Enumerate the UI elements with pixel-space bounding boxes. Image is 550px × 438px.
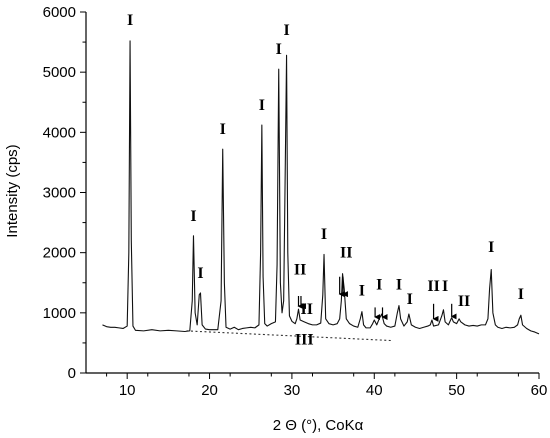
phase-label: III <box>295 332 314 349</box>
x-tick-label: 10 <box>119 382 136 399</box>
phase-label: I <box>190 208 196 225</box>
axes <box>85 12 539 374</box>
phase-label: I <box>407 291 413 308</box>
x-tick-label: 30 <box>284 382 301 399</box>
phase-label: II <box>458 293 470 310</box>
ticks: 10 20 30 40 50 60 0 1000 2000 3000 4000 5000 6000 <box>43 4 548 399</box>
phase-label: II <box>301 301 313 318</box>
y-tick-label: 4000 <box>43 124 76 141</box>
phase-label: I <box>283 22 289 39</box>
y-tick-label: 6000 <box>43 4 76 21</box>
phase-label: I <box>518 286 524 303</box>
phase-label: I <box>197 265 203 282</box>
phase-label: I <box>359 282 365 299</box>
phase-label: I <box>259 97 265 114</box>
x-tick-label: 40 <box>366 382 383 399</box>
y-tick-label: 1000 <box>43 305 76 322</box>
x-axis-title: 2 Θ (°), CoKα <box>273 417 364 434</box>
phase-label: II <box>294 261 306 278</box>
phase-label: I <box>220 121 226 138</box>
x-tick-label: 60 <box>531 382 548 399</box>
x-tick-label: 20 <box>201 382 218 399</box>
phase-label: I <box>321 226 327 243</box>
phase-label: I <box>376 276 382 293</box>
arrow-layer <box>297 276 457 322</box>
phase-label: I <box>396 276 402 293</box>
phase-label: I <box>276 41 282 58</box>
y-tick-label: 2000 <box>43 245 76 262</box>
series-layer <box>102 40 540 335</box>
phase-label: II <box>340 244 352 261</box>
y-axis-title: Intensity (cps) <box>4 144 21 237</box>
y-tick-label: 5000 <box>43 64 76 81</box>
phase-label: I <box>488 239 494 256</box>
diffraction-series-line <box>102 40 540 335</box>
phase-label: II <box>427 278 439 295</box>
x-tick-label: 50 <box>448 382 465 399</box>
baseline-layer <box>186 330 391 342</box>
phase-label: I <box>442 278 448 295</box>
y-tick-label: 3000 <box>43 185 76 202</box>
phase-label: I <box>127 12 133 29</box>
background-baseline <box>186 330 391 342</box>
y-tick-label: 0 <box>68 365 76 382</box>
